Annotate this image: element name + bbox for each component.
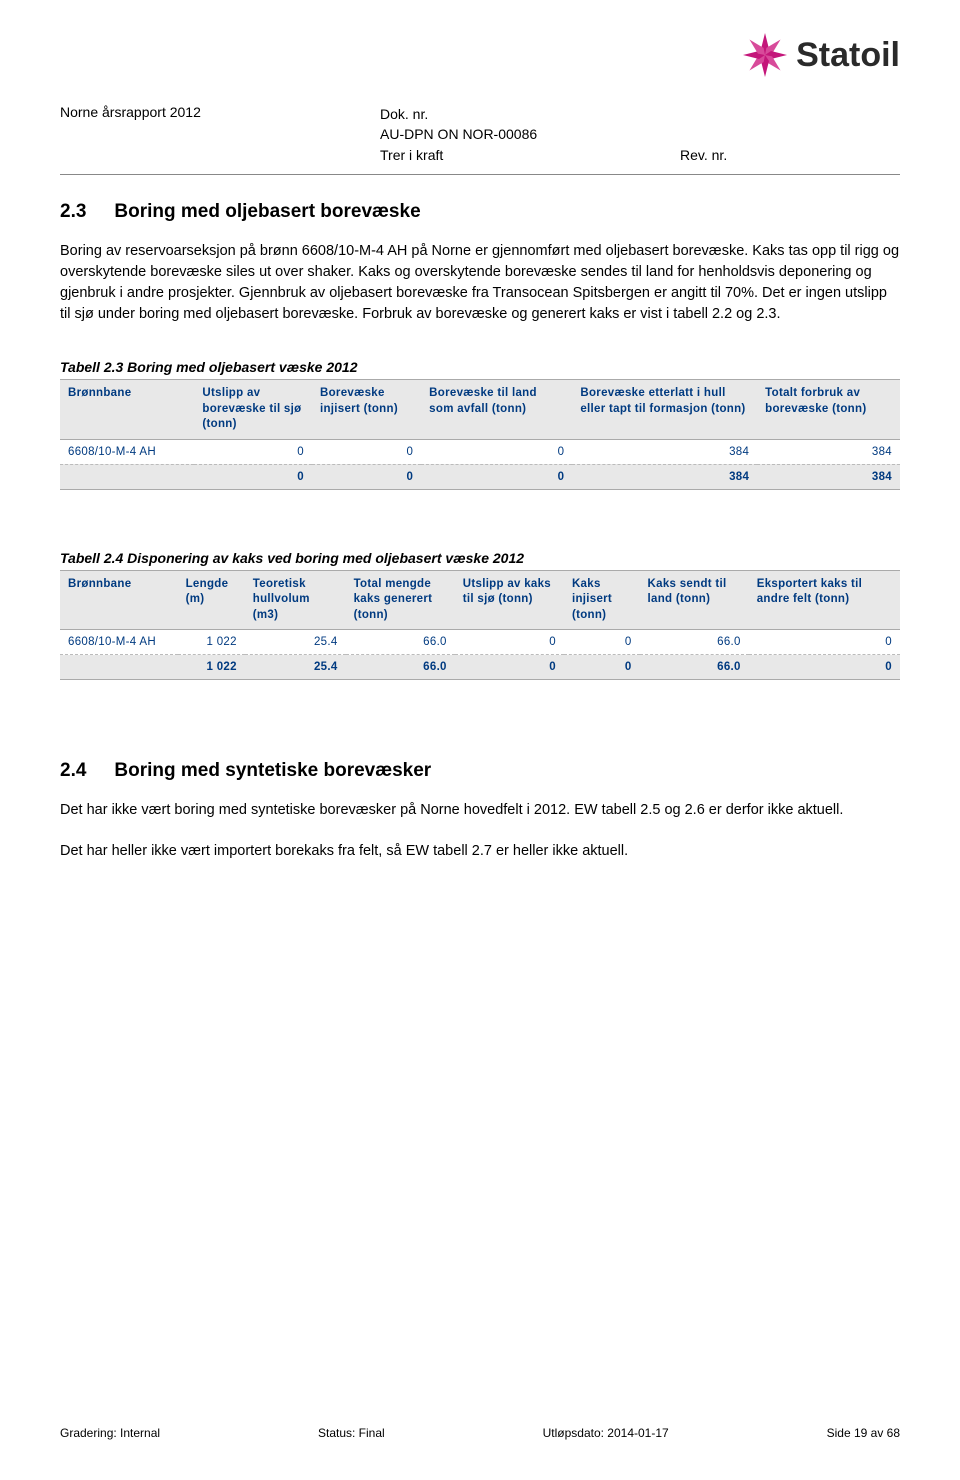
table-cell: 0	[455, 655, 564, 680]
table-header-cell: Utslipp av kaks til sjø (tonn)	[455, 570, 564, 630]
doknr-label: Dok. nr.	[380, 104, 640, 124]
table-2-3-caption: Tabell 2.3 Boring med oljebasert væske 2…	[60, 359, 900, 375]
footer-grading: Gradering: Internal	[60, 1426, 160, 1440]
table-cell: 0	[421, 439, 572, 464]
table-cell: 66.0	[640, 630, 749, 655]
table-cell: 0	[564, 655, 640, 680]
section-2-4-title: 2.4 Boring med syntetiske borevæsker	[60, 760, 900, 782]
table-cell: 0	[455, 630, 564, 655]
section-heading: Boring med syntetiske borevæsker	[114, 760, 431, 782]
table-header-cell: Lengde (m)	[178, 570, 245, 630]
table-cell: 25.4	[245, 655, 346, 680]
table-cell: 6608/10-M-4 AH	[60, 439, 194, 464]
table-cell: 66.0	[346, 655, 455, 680]
table-cell: 0	[312, 439, 421, 464]
table-cell: 6608/10-M-4 AH	[60, 630, 178, 655]
footer-status: Status: Final	[318, 1426, 385, 1440]
table-cell: 0	[194, 439, 312, 464]
table-header-cell: Borevæske etterlatt i hull eller tapt ti…	[572, 380, 757, 440]
table-cell: 1 022	[178, 655, 245, 680]
doknr-value: AU-DPN ON NOR-00086	[380, 124, 640, 144]
table-cell: 384	[572, 439, 757, 464]
effective-label: Trer i kraft	[380, 145, 640, 165]
table-total-row: 1 02225.466.00066.00	[60, 655, 900, 680]
header-divider	[60, 174, 900, 175]
table-cell: 0	[194, 464, 312, 489]
table-cell: 1 022	[178, 630, 245, 655]
section-heading: Boring med oljebasert borevæske	[114, 201, 420, 223]
table-cell: 0	[749, 630, 900, 655]
page-footer: Gradering: Internal Status: Final Utløps…	[60, 1426, 900, 1440]
table-cell: 66.0	[346, 630, 455, 655]
table-header-cell: Teoretisk hullvolum (m3)	[245, 570, 346, 630]
table-cell	[60, 464, 194, 489]
section-2-4-para1: Det har ikke vært boring med syntetiske …	[60, 800, 900, 821]
table-header-cell: Borevæske injisert (tonn)	[312, 380, 421, 440]
table-header-cell: Kaks injisert (tonn)	[564, 570, 640, 630]
section-2-3-title: 2.3 Boring med oljebasert borevæske	[60, 201, 900, 223]
section-number: 2.4	[60, 760, 86, 782]
table-cell: 384	[757, 464, 900, 489]
table-2-4: BrønnbaneLengde (m)Teoretisk hullvolum (…	[60, 570, 900, 681]
table-cell: 0	[312, 464, 421, 489]
table-cell: 25.4	[245, 630, 346, 655]
footer-page: Side 19 av 68	[827, 1426, 900, 1440]
star-icon	[740, 30, 790, 80]
company-logo: Statoil	[740, 30, 900, 80]
report-title: Norne årsrapport 2012	[60, 104, 340, 165]
table-cell: 0	[421, 464, 572, 489]
table-header-cell: Brønnbane	[60, 570, 178, 630]
section-2-4-para2: Det har heller ikke vært importert borek…	[60, 841, 900, 862]
table-total-row: 000384384	[60, 464, 900, 489]
table-2-3: BrønnbaneUtslipp av borevæske til sjø (t…	[60, 379, 900, 490]
table-row: 6608/10-M-4 AH000384384	[60, 439, 900, 464]
table-row: 6608/10-M-4 AH1 02225.466.00066.00	[60, 630, 900, 655]
logo-text: Statoil	[796, 36, 900, 75]
footer-expiry: Utløpsdato: 2014-01-17	[543, 1426, 669, 1440]
revnr-label: Rev. nr.	[680, 145, 780, 165]
table-header-cell: Utslipp av borevæske til sjø (tonn)	[194, 380, 312, 440]
table-header-cell: Borevæske til land som avfall (tonn)	[421, 380, 572, 440]
table-header-cell: Totalt forbruk av borevæske (tonn)	[757, 380, 900, 440]
table-cell: 384	[572, 464, 757, 489]
section-2-3-para: Boring av reservoarseksjon på brønn 6608…	[60, 241, 900, 325]
table-cell: 0	[749, 655, 900, 680]
table-header-cell: Brønnbane	[60, 380, 194, 440]
table-cell: 0	[564, 630, 640, 655]
table-cell: 66.0	[640, 655, 749, 680]
table-header-cell: Eksportert kaks til andre felt (tonn)	[749, 570, 900, 630]
section-number: 2.3	[60, 201, 86, 223]
table-header-cell: Kaks sendt til land (tonn)	[640, 570, 749, 630]
page-header: Statoil Norne årsrapport 2012 Dok. nr. A…	[60, 50, 900, 160]
table-2-4-caption: Tabell 2.4 Disponering av kaks ved borin…	[60, 550, 900, 566]
table-header-cell: Total mengde kaks generert (tonn)	[346, 570, 455, 630]
table-cell: 384	[757, 439, 900, 464]
table-cell	[60, 655, 178, 680]
